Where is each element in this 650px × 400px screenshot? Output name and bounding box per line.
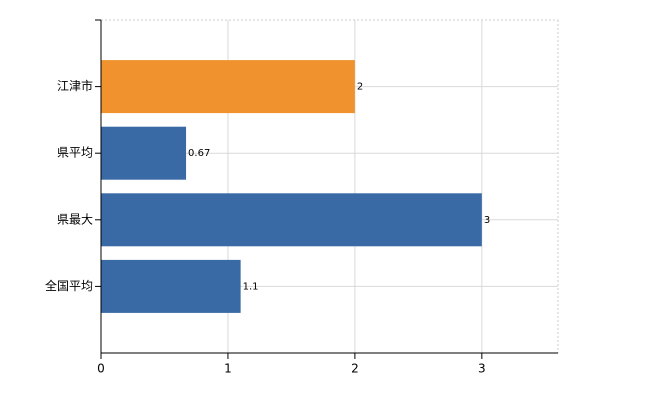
x-tick-label: 1 (224, 362, 232, 376)
bar (101, 259, 241, 313)
x-tick-label: 3 (478, 362, 486, 376)
bar (101, 126, 187, 180)
value-label: 0.67 (188, 148, 210, 159)
value-label: 2 (357, 82, 363, 93)
bar (101, 193, 482, 247)
bar (101, 60, 355, 114)
y-tick-label: 全国平均 (45, 278, 93, 293)
y-tick-label: 江津市 (57, 78, 93, 93)
value-label: 3 (484, 215, 490, 226)
y-tick-label: 県最大 (57, 212, 93, 226)
value-label: 1.1 (243, 281, 259, 292)
x-tick-label: 0 (97, 362, 105, 376)
y-tick-label: 県平均 (57, 146, 93, 160)
x-tick-label: 2 (351, 362, 359, 376)
